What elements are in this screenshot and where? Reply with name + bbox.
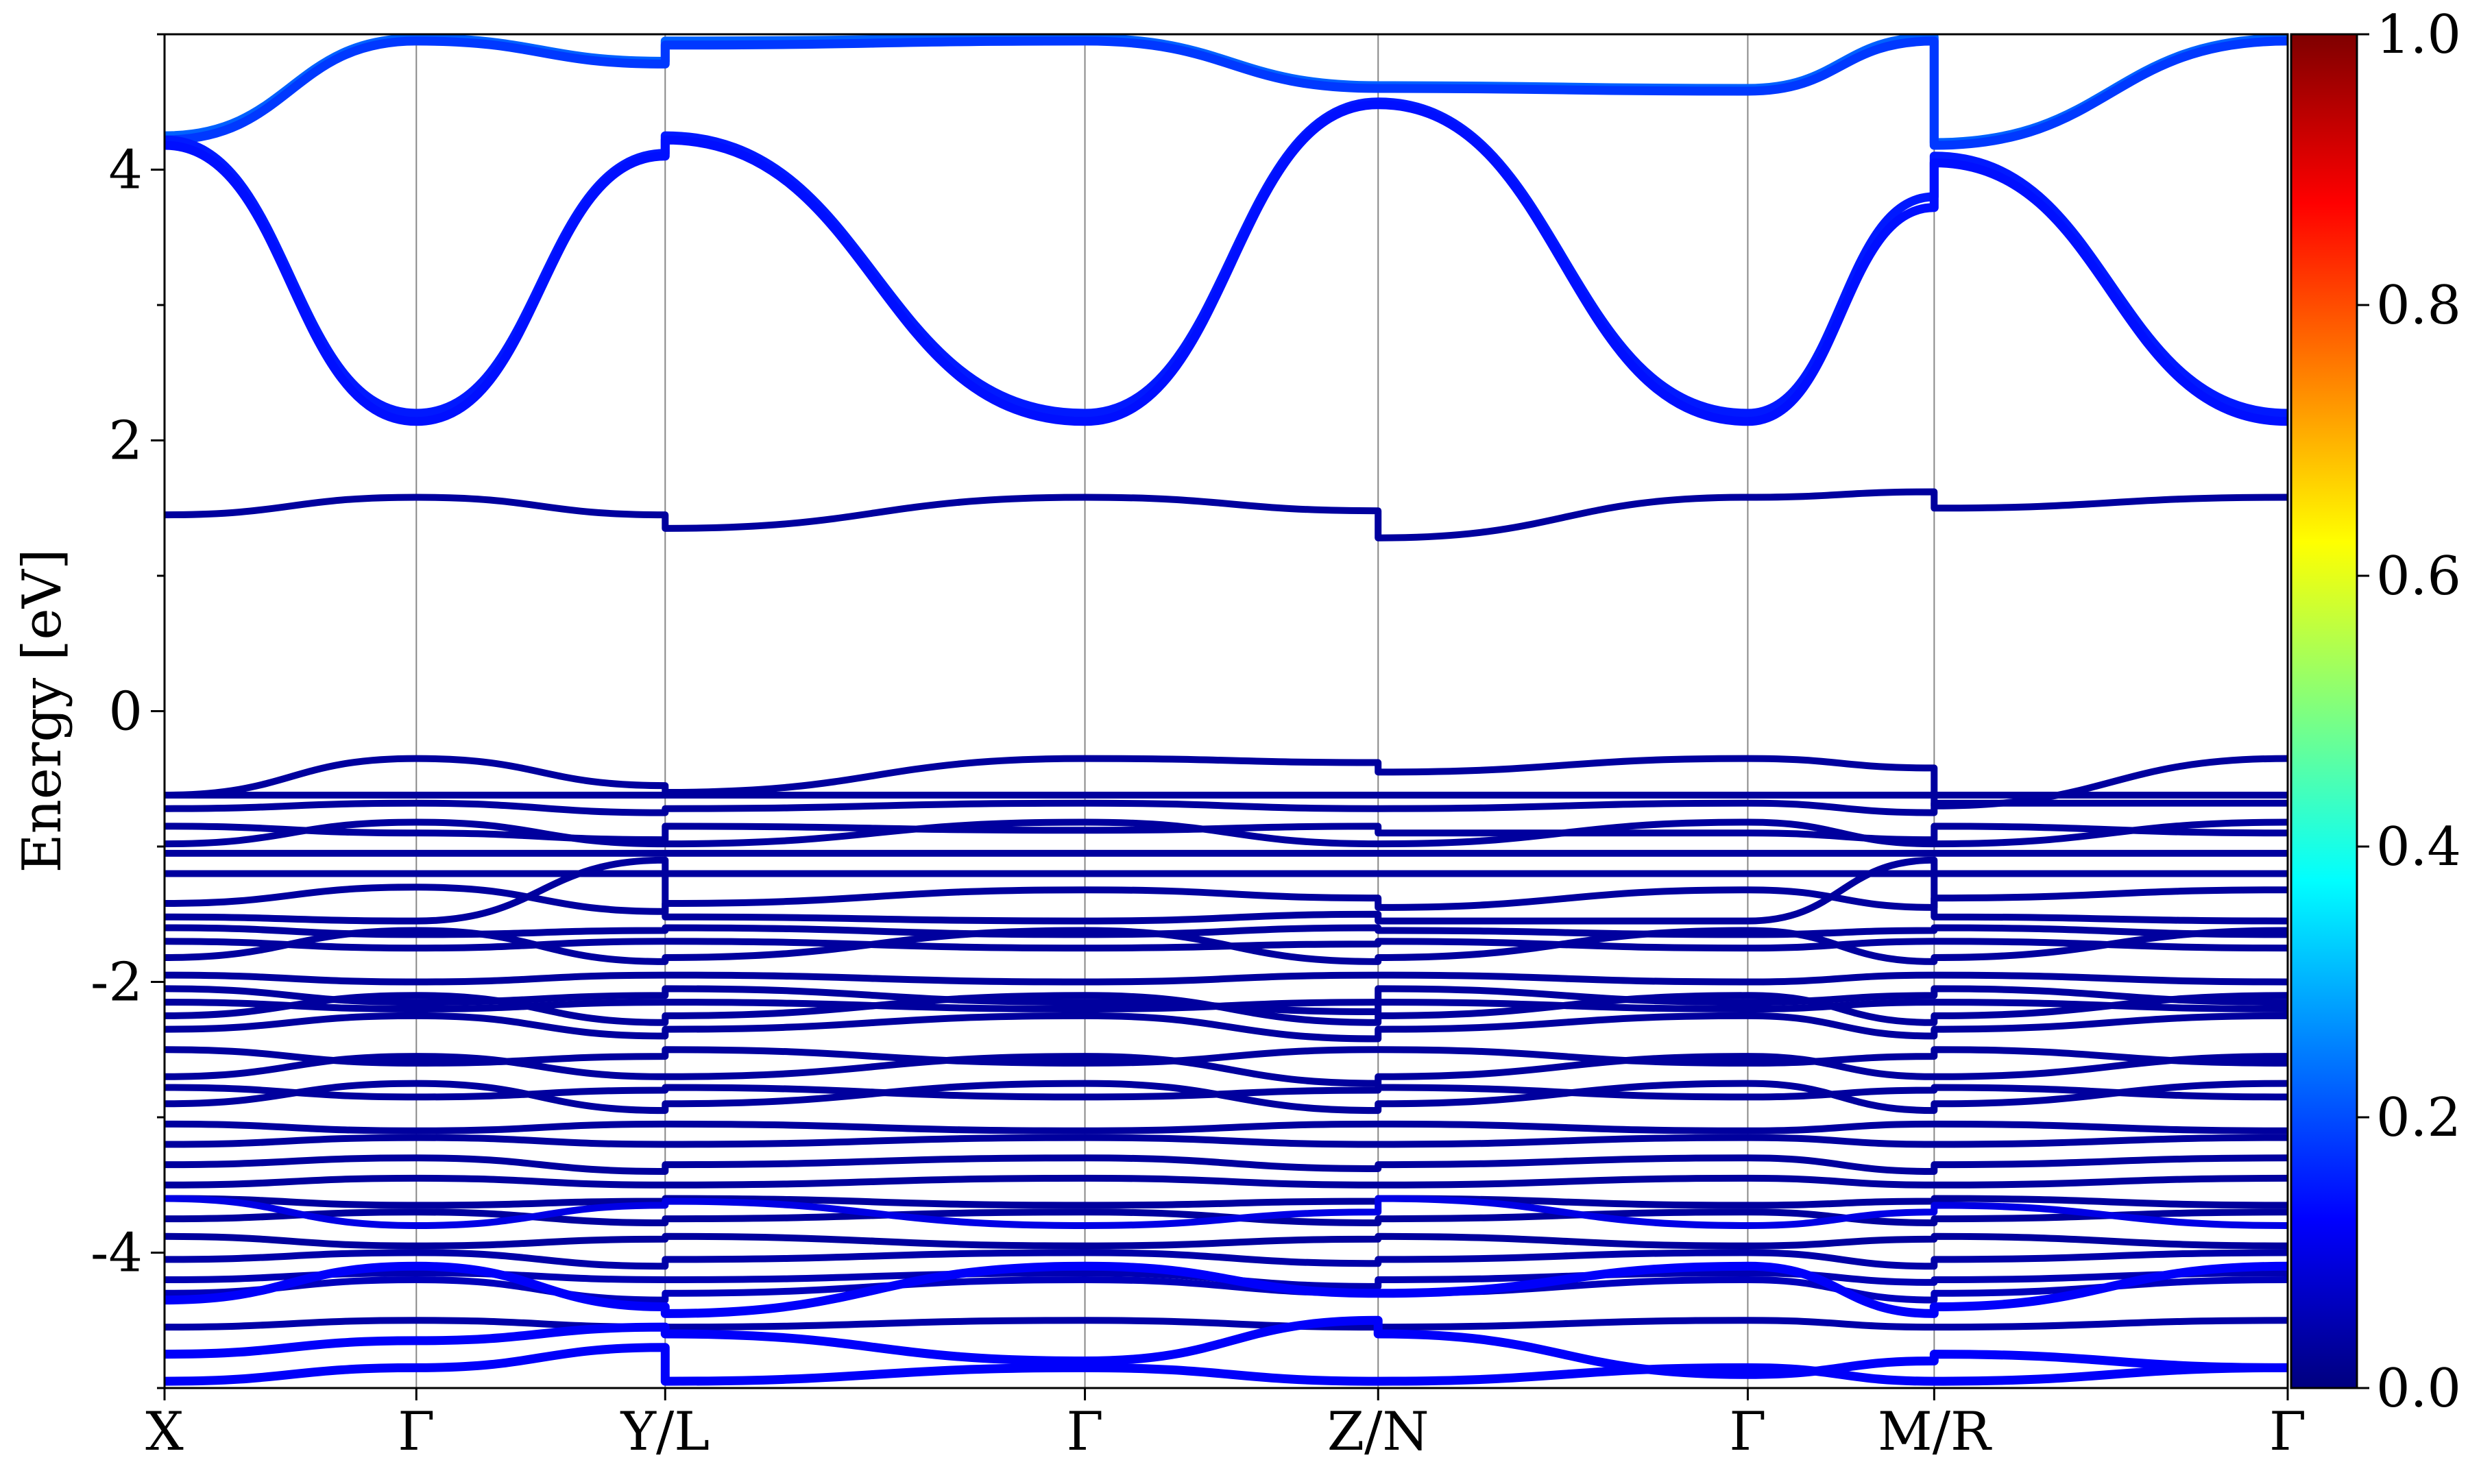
y-tick-label: -4: [90, 1223, 143, 1285]
x-tick-label: Γ: [2269, 1401, 2306, 1463]
y-axis-label: Energy [eV]: [12, 549, 73, 873]
band-line-16: [165, 927, 2288, 965]
y-tick-label: 4: [108, 140, 143, 202]
band-line-29: [165, 1174, 2288, 1189]
band-line-35: [165, 1276, 2288, 1304]
band-line-40: [165, 1343, 2288, 1386]
y-tick-label: 2: [108, 411, 143, 472]
band-line-4: [165, 488, 2288, 542]
band-line-23: [165, 1053, 2288, 1087]
band-line-32: [165, 1232, 2288, 1250]
band-line-3: [165, 100, 2288, 426]
band-line-12: [165, 884, 2288, 915]
band-line-37: [165, 1195, 2288, 1229]
band-line-1: [165, 36, 2288, 150]
band-line-17: [165, 971, 2288, 986]
x-tick-label: Γ: [398, 1401, 435, 1463]
band-line-36: [165, 1317, 2288, 1331]
band-line-21: [165, 1012, 2288, 1043]
x-axis: X Γ Y/L Γ Z/N Γ M/R Γ: [145, 1388, 2306, 1463]
y-tick-label: 0: [108, 681, 143, 743]
x-tick-label: Γ: [1066, 1401, 1103, 1463]
band-line-9: [165, 818, 2288, 848]
x-tick-label: Y/L: [620, 1401, 710, 1463]
colorbar-tick-label: 1.0: [2376, 4, 2461, 66]
colorbar-tick-label: 0.4: [2376, 816, 2461, 878]
x-tick-label: Γ: [1729, 1401, 1766, 1463]
colorbar-tick-label: 0.6: [2376, 546, 2461, 607]
band-line-8: [165, 823, 2288, 844]
band-line-26: [165, 1120, 2288, 1134]
bands-layer: [165, 34, 2288, 1386]
band-line-28: [165, 1154, 2288, 1175]
kpath-vertical-lines: [415, 34, 1935, 1388]
band-line-38: [165, 1261, 2288, 1318]
band-line-25: [165, 1080, 2288, 1115]
colorbar-tick-label: 0.0: [2376, 1358, 2461, 1420]
x-tick-label: Z/N: [1327, 1401, 1429, 1463]
colorbar-tick-label: 0.8: [2376, 275, 2461, 337]
band-line-33: [165, 1249, 2288, 1270]
band-line-39: [165, 1315, 2288, 1379]
x-tick-label: M/R: [1878, 1401, 1992, 1463]
band-line-30: [165, 1195, 2288, 1209]
colorbar-tick-label: 0.2: [2376, 1087, 2461, 1149]
x-tick-label: X: [145, 1401, 184, 1463]
band-line-2: [165, 97, 2288, 418]
band-line-0: [165, 34, 2288, 147]
band-line-13: [165, 856, 2288, 925]
band-line-27: [165, 1134, 2288, 1148]
band-line-7: [165, 799, 2288, 816]
y-tick-label: -2: [90, 952, 143, 1014]
band-line-20: [165, 992, 2288, 1026]
colorbar: [2290, 33, 2358, 1389]
y-axis: 4 2 0 -2 -4: [90, 33, 165, 1389]
band-line-5: [165, 755, 2288, 810]
colorbar-axis: 1.0 0.8 0.6 0.4 0.2 0.0: [2357, 4, 2461, 1420]
